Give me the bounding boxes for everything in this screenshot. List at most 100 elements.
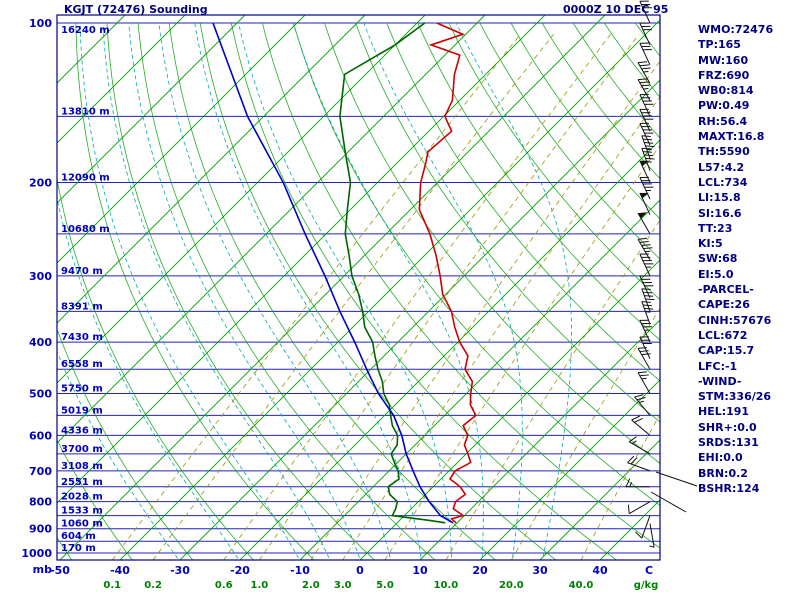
svg-text:8391 m: 8391 m	[61, 301, 103, 312]
stat-line: L57:4.2	[698, 160, 745, 174]
svg-text:20: 20	[472, 564, 488, 577]
svg-text:0.2: 0.2	[144, 580, 162, 591]
svg-text:1533 m: 1533 m	[61, 506, 103, 517]
temperature-trace	[418, 22, 477, 524]
svg-text:-50: -50	[50, 564, 70, 577]
svg-text:1000: 1000	[21, 547, 52, 560]
stat-line: MAXT:16.8	[698, 130, 765, 144]
svg-text:10680 m: 10680 m	[61, 224, 110, 235]
dewpoint-trace	[339, 22, 446, 524]
stat-line: KI:5	[698, 237, 723, 251]
stat-line: WB0:814	[698, 84, 754, 98]
isobar-lines	[57, 22, 660, 554]
svg-text:16240 m: 16240 m	[61, 25, 110, 36]
svg-text:0: 0	[356, 564, 364, 577]
svg-text:500: 500	[29, 387, 52, 400]
stat-line: CAPE:26	[698, 298, 750, 312]
svg-text:700: 700	[29, 465, 52, 478]
svg-text:5750 m: 5750 m	[61, 383, 103, 394]
dry-adiabat-lines	[57, 22, 660, 560]
stat-line: CAP:15.7	[698, 344, 755, 358]
svg-text:10: 10	[412, 564, 428, 577]
svg-text:C: C	[645, 564, 653, 577]
svg-text:30: 30	[532, 564, 548, 577]
svg-text:13810 m: 13810 m	[61, 106, 110, 117]
stat-line: STM:336/26	[698, 390, 772, 404]
svg-text:-10: -10	[290, 564, 310, 577]
svg-text:-40: -40	[110, 564, 130, 577]
svg-text:2.0: 2.0	[302, 580, 320, 591]
stat-line: SRDS:131	[698, 436, 759, 450]
stat-line: WMO:72476	[698, 23, 774, 36]
svg-text:5.0: 5.0	[376, 580, 394, 591]
chart-datetime: 0000Z 10 DEC 95	[563, 3, 669, 16]
shear-annotation-line	[650, 491, 687, 513]
grid	[57, 15, 660, 560]
mixing-ratio-lines	[111, 33, 660, 560]
svg-text:170 m: 170 m	[61, 543, 96, 554]
stat-line: LCL:734	[698, 175, 748, 189]
stat-line: PW:0.49	[698, 99, 750, 113]
svg-text:2028 m: 2028 m	[61, 492, 103, 503]
svg-text:9470 m: 9470 m	[61, 266, 103, 277]
svg-text:0.6: 0.6	[215, 580, 233, 591]
svg-text:900: 900	[29, 523, 52, 536]
svg-text:1.0: 1.0	[251, 580, 269, 591]
wetbulb_parcel-trace	[212, 22, 454, 524]
svg-text:40: 40	[592, 564, 608, 577]
svg-text:600: 600	[29, 429, 52, 442]
svg-text:3.0: 3.0	[334, 580, 352, 591]
svg-text:10.0: 10.0	[434, 580, 459, 591]
svg-text:-30: -30	[170, 564, 190, 577]
stat-line: SI:16.6	[698, 206, 742, 220]
chart-title: KGJT (72476) Sounding	[64, 3, 208, 16]
wind-barbs	[625, 0, 698, 548]
isotherm-lines	[57, 15, 660, 560]
svg-text:20.0: 20.0	[499, 580, 524, 591]
stat-line: LI:15.8	[698, 191, 741, 205]
stat-line: SW:68	[698, 252, 738, 266]
stat-line: TP:165	[698, 38, 741, 52]
temp-axis-labels: -50 -40 -30 -20 -10 0 10 20 30 40 C	[50, 564, 653, 577]
stat-line: FRZ:690	[698, 68, 750, 82]
svg-text:-20: -20	[230, 564, 250, 577]
shear-annotation-line	[655, 471, 698, 487]
svg-text:7430 m: 7430 m	[61, 332, 103, 343]
height-labels: 16240 m 13810 m 12090 m 10680 m 9470 m 8391 m…	[61, 25, 110, 554]
stat-line: SHR+:0.0	[698, 420, 757, 434]
stat-line: BRN:0.2	[698, 466, 748, 480]
stat-line: EHI:0.0	[698, 451, 743, 465]
stat-line: LCL:672	[698, 328, 748, 342]
svg-text:400: 400	[29, 336, 52, 349]
stat-line: TH:5590	[698, 145, 750, 159]
stat-line: MW:160	[698, 53, 749, 67]
svg-text:0.1: 0.1	[103, 580, 121, 591]
svg-text:300: 300	[29, 270, 52, 283]
stat-line: TT:23	[698, 221, 733, 235]
svg-text:40.0: 40.0	[569, 580, 594, 591]
stat-line: RH:56.4	[698, 114, 748, 128]
svg-text:mb: mb	[33, 563, 52, 576]
svg-text:800: 800	[29, 496, 52, 509]
stat-line: BSHR:124	[698, 481, 760, 495]
svg-text:604 m: 604 m	[61, 531, 96, 542]
svg-text:4336 m: 4336 m	[61, 425, 103, 436]
svg-text:200: 200	[29, 177, 52, 190]
mixing-ratio-labels: 0.1 0.2 0.6 1.0 2.0 3.0 5.0 10.0 20.0 40.0 g/kg	[103, 580, 658, 591]
plot-frame	[56, 14, 661, 561]
svg-text:1060 m: 1060 m	[61, 519, 103, 530]
svg-text:100: 100	[29, 17, 52, 30]
svg-text:3700 m: 3700 m	[61, 444, 103, 455]
svg-text:12090 m: 12090 m	[61, 173, 110, 184]
stat-line: -WIND-	[698, 374, 742, 388]
svg-text:5019 m: 5019 m	[61, 405, 103, 416]
svg-text:g/kg: g/kg	[634, 580, 659, 591]
stat-line: HEL:191	[698, 405, 750, 419]
svg-text:3108 m: 3108 m	[61, 461, 103, 472]
stat-line: LFC:-1	[698, 359, 738, 373]
sounding-traces	[212, 22, 477, 524]
pressure-axis-labels: 100 200 300 400 500 600 700 800 900 1000 mb	[21, 17, 52, 576]
stat-line: CINH:57676	[698, 313, 772, 327]
